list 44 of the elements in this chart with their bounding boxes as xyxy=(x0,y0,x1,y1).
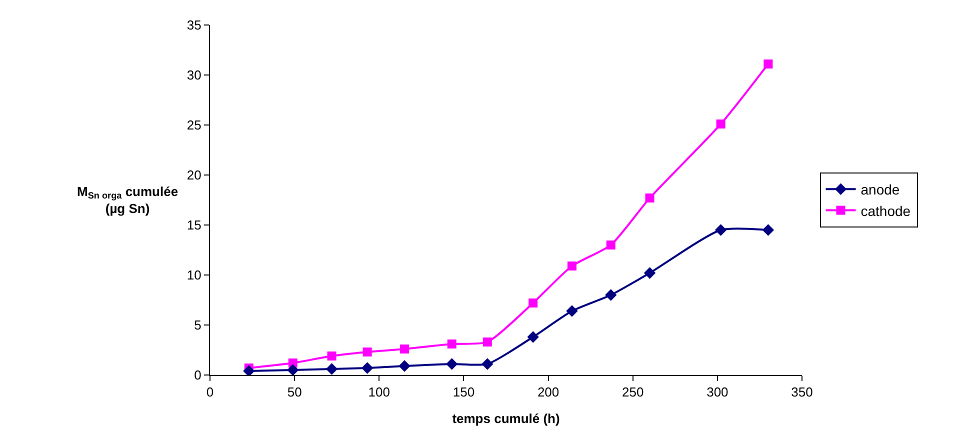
x-tick-label: 0 xyxy=(206,384,214,400)
point xyxy=(606,240,616,250)
x-tick-label: 250 xyxy=(622,384,644,400)
y-tick-label: 20 xyxy=(186,168,202,183)
point xyxy=(482,358,494,370)
y-tick-label: 10 xyxy=(186,268,202,283)
point xyxy=(482,338,492,346)
y-axis-title: M$_{Sn orga}$ cumulée (µg Sn) xyxy=(77,184,178,216)
x-tick-label: 150 xyxy=(452,384,475,400)
point xyxy=(446,358,458,370)
point xyxy=(447,340,456,348)
y-tick-label: 5 xyxy=(194,318,202,333)
point xyxy=(362,348,372,356)
legend-label: cathode xyxy=(860,202,911,219)
point xyxy=(645,194,654,202)
point xyxy=(716,120,726,128)
x-tick-label: 300 xyxy=(706,384,728,400)
point xyxy=(566,305,578,317)
point xyxy=(764,60,773,68)
x-tick-label: 100 xyxy=(368,384,390,400)
y-tick-label: 15 xyxy=(186,218,202,233)
point xyxy=(714,224,727,236)
point xyxy=(398,360,410,372)
point xyxy=(528,298,538,308)
x-tick-label: 200 xyxy=(537,384,560,400)
point xyxy=(326,363,338,375)
x-tick-label: 350 xyxy=(791,384,813,400)
y-tick-label: 30 xyxy=(186,68,202,83)
point xyxy=(644,267,656,279)
point xyxy=(327,352,336,360)
y-tick-label: 0 xyxy=(194,368,202,383)
point xyxy=(243,365,255,375)
y-tick-label: 35 xyxy=(186,18,202,33)
point xyxy=(567,262,576,270)
legend-label: anode xyxy=(860,182,900,198)
point xyxy=(361,362,374,374)
point xyxy=(400,344,410,354)
x-tick-label: 50 xyxy=(287,384,302,400)
point xyxy=(762,224,774,236)
x-axis-title: temps cumulé (h) xyxy=(452,411,560,426)
point xyxy=(605,289,617,301)
point xyxy=(287,364,299,375)
y-tick-label: 25 xyxy=(186,118,202,133)
point xyxy=(527,331,539,343)
